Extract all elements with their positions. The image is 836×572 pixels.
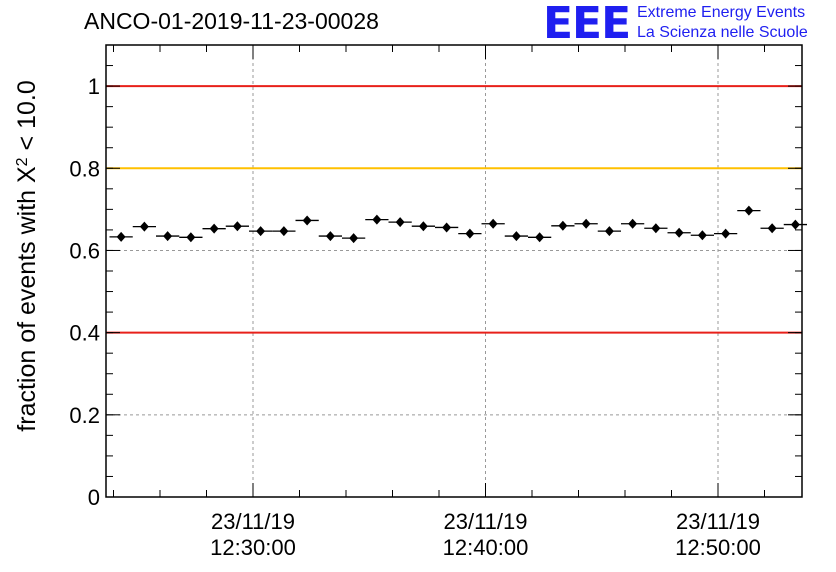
data-point-marker — [279, 226, 289, 237]
x-tick-date-label: 23/11/19 — [443, 509, 527, 534]
data-point — [342, 233, 366, 244]
data-point-marker — [418, 221, 428, 232]
data-point-marker — [372, 214, 382, 225]
data-point — [109, 231, 133, 242]
x-tick-time-label: 12:50:00 — [675, 535, 761, 560]
data-point-marker — [721, 228, 731, 239]
y-tick-label: 0.4 — [69, 321, 100, 346]
data-point — [365, 214, 389, 225]
data-point — [411, 221, 435, 232]
data-point — [318, 231, 342, 242]
data-point-marker — [139, 221, 149, 232]
data-point-marker — [442, 222, 452, 233]
data-point — [225, 221, 249, 232]
data-point — [690, 230, 714, 241]
data-point — [644, 223, 668, 234]
y-axis-label-prefix: fraction of events with — [13, 183, 41, 432]
eee-logo-line2: La Scienza nelle Scuole — [637, 24, 808, 41]
data-point-marker — [790, 219, 800, 230]
data-point — [783, 219, 807, 230]
data-point — [621, 218, 645, 229]
x-tick-time-label: 12:40:00 — [443, 535, 529, 560]
data-point — [295, 215, 319, 226]
data-point-marker — [163, 231, 173, 242]
x-tick-time-label: 12:30:00 — [210, 535, 296, 560]
y-tick-label: 0.6 — [69, 238, 100, 263]
data-point-marker — [628, 218, 638, 229]
data-point-marker — [465, 228, 475, 239]
data-point — [458, 228, 482, 239]
y-axis-label-suffix: < 10.0 — [13, 80, 41, 157]
data-point — [388, 217, 412, 228]
data-point — [132, 221, 156, 232]
data-point — [528, 232, 552, 243]
data-point — [667, 227, 691, 238]
data-point-marker — [697, 230, 707, 241]
data-point-marker — [302, 215, 312, 226]
data-point-marker — [256, 226, 266, 237]
y-axis-label-symbol: X — [13, 166, 41, 183]
data-point-marker — [744, 205, 754, 216]
data-point — [504, 231, 528, 242]
plot-frame — [105, 44, 803, 498]
data-point — [737, 205, 761, 216]
data-point — [760, 223, 784, 234]
data-point — [435, 222, 459, 233]
x-tick-date-label: 23/11/19 — [211, 509, 295, 534]
data-point-marker — [325, 231, 335, 242]
data-point-marker — [651, 223, 661, 234]
data-point — [272, 226, 296, 237]
x-tick-date-label: 23/11/19 — [676, 509, 760, 534]
data-point-marker — [674, 227, 684, 238]
data-point — [481, 218, 505, 229]
data-point — [179, 232, 203, 243]
data-point-marker — [558, 220, 568, 231]
data-point-marker — [232, 221, 242, 232]
data-points — [109, 205, 807, 244]
data-point-marker — [604, 226, 614, 237]
data-point — [551, 220, 575, 231]
data-point-marker — [186, 232, 196, 243]
y-axis-label: fraction of events with X2 < 10.0 — [13, 80, 41, 431]
y-tick-label: 1 — [88, 74, 100, 99]
data-point — [574, 218, 598, 229]
data-point-marker — [767, 223, 777, 234]
y-tick-label: 0 — [88, 485, 100, 510]
reference-lines — [106, 85, 802, 334]
y-tick-label: 0.8 — [69, 156, 100, 181]
axis-labels: 00.20.40.60.8123/11/1912:30:0023/11/1912… — [69, 74, 760, 560]
data-point — [156, 231, 180, 242]
data-point-marker — [349, 233, 359, 244]
data-point — [714, 228, 738, 239]
y-axis-label-superscript: 2 — [14, 157, 31, 166]
eee-logo-acronym: EEE — [543, 0, 631, 49]
data-point-marker — [535, 232, 545, 243]
data-point-marker — [511, 231, 521, 242]
data-point — [202, 223, 226, 234]
eee-logo-line1: Extreme Energy Events — [637, 4, 806, 21]
data-point-marker — [116, 231, 126, 242]
data-point-marker — [395, 217, 405, 228]
grid-lines — [106, 45, 802, 497]
data-point-marker — [209, 223, 219, 234]
data-point — [249, 226, 273, 237]
data-point-marker — [488, 218, 498, 229]
data-point — [597, 226, 621, 237]
axis-ticks — [106, 45, 802, 498]
y-tick-label: 0.2 — [69, 403, 100, 428]
chart-title: ANCO-01-2019-11-23-00028 — [84, 8, 379, 34]
data-point-marker — [581, 218, 591, 229]
